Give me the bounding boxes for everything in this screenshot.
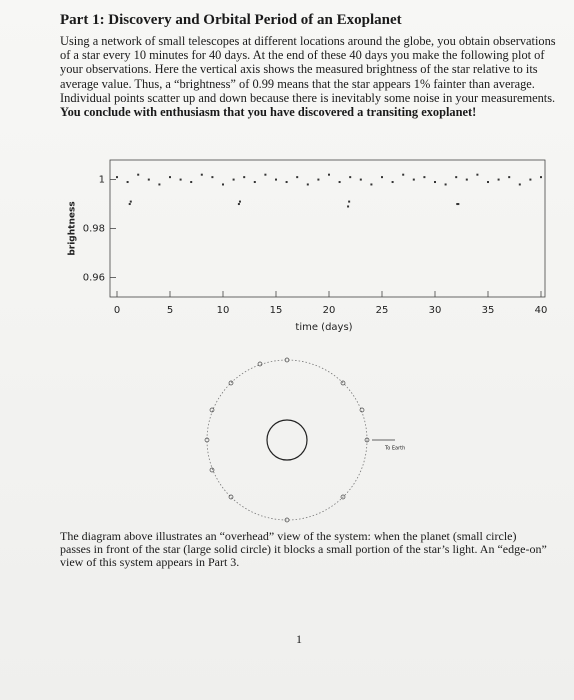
data-point (317, 178, 320, 181)
data-point (402, 173, 405, 176)
x-axis-label: time (days) (295, 322, 352, 333)
y-tick-label: 0.96 (83, 272, 105, 283)
data-point (328, 173, 330, 176)
data-point (129, 200, 132, 203)
data-point (456, 203, 459, 206)
data-point (347, 205, 350, 208)
data-point (518, 183, 521, 186)
x-tick-label: 20 (323, 305, 336, 316)
data-point (222, 183, 224, 186)
data-point (381, 176, 383, 179)
data-point (158, 183, 161, 186)
data-point (190, 181, 193, 184)
planet-positions (204, 357, 370, 523)
paragraph: Using a network of small telescopes at d… (60, 34, 565, 119)
data-point (306, 183, 309, 186)
x-tick-label: 0 (114, 305, 120, 316)
data-point (508, 176, 511, 179)
data-point (128, 203, 131, 206)
x-tick-label: 40 (535, 305, 548, 316)
data-point (349, 176, 352, 179)
data-point (264, 173, 267, 176)
data-point (211, 176, 214, 179)
data-point (238, 200, 241, 203)
data-point (412, 178, 415, 181)
data-point (338, 181, 341, 184)
x-tick-label: 35 (482, 305, 495, 316)
data-point (457, 203, 460, 206)
data-point (169, 176, 171, 179)
orbit-diagram: To Earth (204, 357, 405, 523)
data-point (348, 200, 351, 203)
data-point (497, 178, 500, 181)
data-point (423, 176, 426, 179)
data-point (476, 173, 479, 176)
star (266, 419, 308, 461)
data-point (391, 181, 394, 184)
x-tick-label: 15 (270, 305, 283, 316)
data-point (465, 178, 468, 181)
y-axis-label: brightness (68, 201, 78, 255)
paragraph-text: Using a network of small telescopes at d… (60, 34, 556, 105)
data-point (147, 178, 150, 181)
x-tick-label: 25 (376, 305, 389, 316)
data-point (529, 178, 532, 181)
data-point (243, 176, 246, 179)
data-point (275, 178, 277, 181)
data-point (296, 176, 299, 179)
data-point (237, 203, 240, 206)
data-point (359, 178, 362, 181)
data-point (232, 178, 235, 181)
y-tick-label: 0.98 (83, 224, 105, 235)
data-point (285, 181, 288, 184)
data-point (116, 176, 118, 179)
data-point (444, 183, 447, 186)
data-point (455, 176, 458, 179)
earth-label: To Earth (384, 446, 405, 452)
x-tick-label: 30 (429, 305, 442, 316)
page-number: 1 (296, 632, 302, 646)
data-point (487, 181, 489, 184)
data-point (126, 181, 129, 184)
x-tick-label: 5 (167, 305, 173, 316)
data-point (253, 181, 256, 184)
y-tick-label: 1 (99, 175, 105, 186)
title: Part 1: Discovery and Orbital Period of … (60, 12, 402, 28)
data-point (200, 173, 203, 176)
data-point (179, 178, 182, 181)
x-tick-label: 10 (217, 305, 230, 316)
plot-frame (109, 159, 546, 298)
conclusion: You conclude with enthusiasm that you ha… (60, 105, 477, 120)
data-point (540, 176, 542, 179)
caption: The diagram above illustrates an “overhe… (60, 529, 547, 569)
data-point (434, 181, 436, 184)
orbit (206, 359, 368, 521)
data-point (370, 183, 373, 186)
data-point (137, 173, 140, 176)
